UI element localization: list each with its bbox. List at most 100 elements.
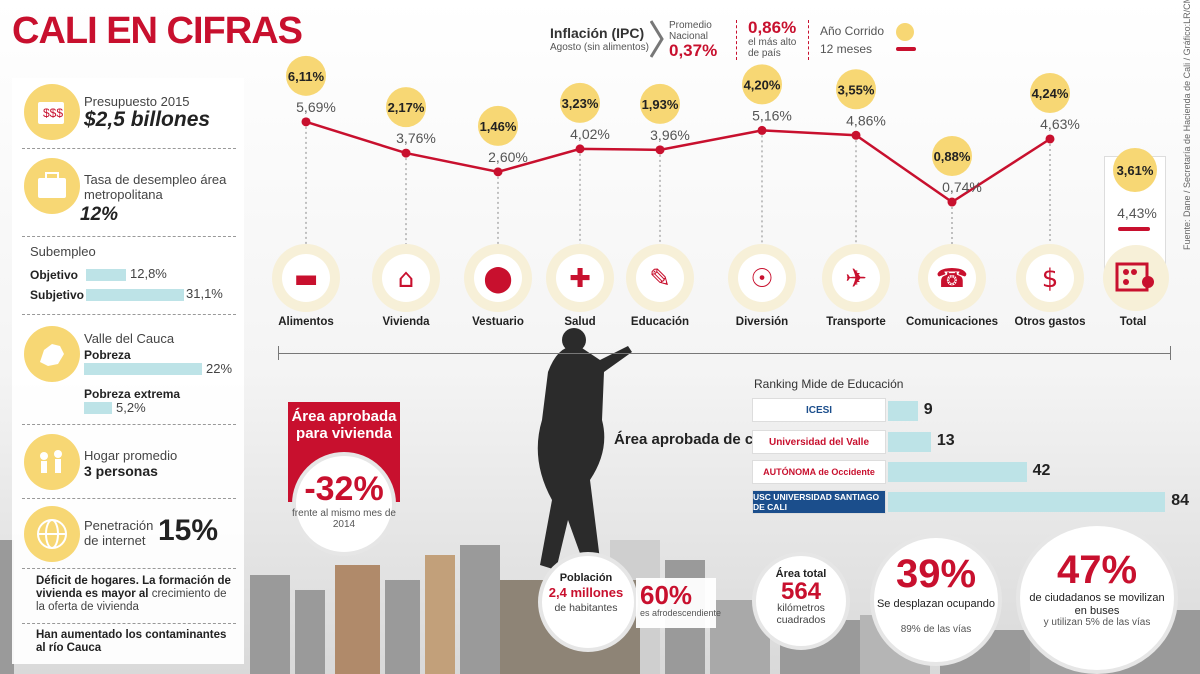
promedio-nacional-label: Promedio Nacional — [669, 20, 712, 42]
afro-box — [636, 578, 716, 628]
desplazan-value: 39% — [895, 552, 977, 596]
deficit-note-bold: Déficit de hogares. La formación de vivi… — [36, 575, 231, 600]
data-label-anio-corrido: 6,11% — [288, 69, 325, 84]
ranking-title: Ranking Mide de Educación — [754, 377, 904, 391]
highest-inflation-label: el más alto de país — [748, 37, 797, 59]
briefcase-icon — [24, 158, 80, 214]
family-icon — [24, 434, 80, 490]
total-anio-value: 3,61% — [1117, 163, 1154, 178]
category-label: Diversión — [736, 316, 788, 328]
pobreza-extrema-value: 5,2% — [116, 400, 146, 415]
category-icon-inner — [556, 254, 604, 302]
area-title: Área total — [775, 568, 827, 580]
data-label-anio-corrido: 4,20% — [744, 77, 781, 92]
sidebar-divider — [22, 148, 236, 149]
contaminantes-note: Han aumentado los contaminantes al río C… — [36, 629, 227, 654]
sidebar: $$$ Presupuesto 2015 $2,5 billones Tasa … — [12, 78, 244, 664]
total-icon-circle — [1103, 245, 1169, 311]
category-icon: ✈ — [845, 264, 867, 294]
buses-sub2: y utilizan 5% de las vías — [1043, 617, 1151, 628]
data-label-anio-corrido: 1,46% — [480, 119, 517, 134]
data-label-12-meses: 4,86% — [846, 112, 886, 128]
data-badge-anio-corrido — [286, 55, 326, 96]
category-label: Transporte — [826, 316, 885, 328]
ranking-bar — [888, 401, 918, 421]
category-icon: ⌂ — [398, 264, 415, 294]
highest-inflation-value: 0,86% — [748, 18, 797, 37]
total-12-line — [1118, 227, 1150, 231]
sidebar-divider — [22, 236, 236, 237]
sidebar-divider — [22, 424, 236, 425]
abacus-icon — [1115, 262, 1154, 292]
area-value: 564 — [780, 578, 822, 605]
category-icon: ✚ — [569, 264, 591, 294]
data-point-12-meses — [1045, 134, 1055, 144]
legend-12-meses: 12 meses — [820, 42, 873, 56]
area-circle — [752, 552, 850, 650]
valle-label: Valle del Cauca — [84, 331, 175, 346]
total-group: 3,61% 4,43% Total — [1103, 148, 1169, 328]
desplazan-sub2: 89% de las vías — [900, 624, 972, 635]
category-icon: ☎ — [936, 264, 968, 294]
hogar-label: Hogar promedio — [84, 448, 178, 463]
category-axis — [278, 353, 1170, 354]
category-icon: ☉ — [750, 264, 773, 294]
statue — [537, 328, 632, 570]
data-label-anio-corrido: 2,17% — [388, 100, 425, 115]
data-badge-anio-corrido — [1030, 72, 1070, 113]
sidebar-divider — [22, 623, 236, 624]
sidebar-divider — [22, 314, 236, 315]
data-label-anio-corrido: 3,23% — [562, 96, 599, 111]
data-label-12-meses: 4,02% — [570, 126, 610, 142]
ranking-value: 9 — [923, 401, 933, 418]
promedio-nacional-value: 0,37% — [669, 41, 718, 60]
internet-value: 15% — [158, 514, 219, 547]
chevron-right-icon — [650, 20, 664, 58]
category-icon-inner — [738, 254, 786, 302]
subempleo-subjetivo-label: Subjetivo — [30, 288, 85, 302]
desplazan-sub: Se desplazan ocupando — [876, 598, 996, 610]
category-label: Vestuario — [472, 316, 524, 328]
ranking-bar — [888, 432, 931, 452]
desempleo-value: 12% — [80, 204, 119, 225]
pobreza-extrema-label: Pobreza extrema — [84, 387, 181, 401]
area-sub: kilómetros cuadrados — [776, 602, 826, 626]
subempleo-objetivo-label: Objetivo — [30, 268, 79, 282]
pobreza-label: Pobreza — [84, 348, 131, 362]
deficit-note: Déficit de hogares. La formación de vivi… — [36, 575, 236, 614]
ranking-logo: ICESI — [752, 398, 886, 422]
ranking-bar — [888, 492, 1166, 512]
data-label-anio-corrido: 4,24% — [1032, 86, 1069, 101]
subempleo-subjetivo-bar — [86, 289, 184, 301]
category-icon-inner — [474, 254, 522, 302]
afro-sub: es afrodescendiente — [640, 608, 722, 618]
pobreza-bar — [84, 363, 202, 375]
data-point-12-meses — [757, 125, 767, 135]
data-label-12-meses: 3,76% — [396, 130, 436, 146]
data-point-12-meses — [401, 148, 411, 158]
sidebar-divider — [22, 498, 236, 499]
data-badge-anio-corrido — [836, 69, 876, 110]
data-label-anio-corrido: 1,93% — [642, 97, 679, 112]
total-label: Total — [1120, 316, 1147, 328]
header-divider — [808, 20, 809, 60]
ipc-subtitle: Agosto (sin alimentos) — [550, 42, 649, 53]
vivienda-title: Área aprobada para vivienda — [291, 408, 397, 442]
afro-value: 60% — [640, 580, 693, 610]
legend-line-icon — [896, 47, 916, 51]
desempleo-label: Tasa de desempleo área metropolitana — [84, 172, 227, 202]
data-point-12-meses — [301, 117, 311, 127]
total-12-value: 4,43% — [1117, 205, 1157, 221]
category-icon: $ — [1042, 264, 1059, 294]
ranking-bar — [888, 462, 1027, 482]
hogar-value: 3 personas — [84, 463, 158, 479]
vivienda-sub: frente al mismo mes de 2014 — [292, 508, 396, 530]
legend-anio-corrido: Año Corrido — [820, 24, 885, 38]
axis-tick — [1170, 346, 1171, 360]
data-badge-anio-corrido — [640, 83, 680, 124]
vivienda-circle — [292, 452, 396, 556]
ranking-value: 42 — [1032, 462, 1051, 479]
money-icon: $$$ — [24, 84, 80, 140]
svg-text:$$$: $$$ — [43, 106, 63, 120]
